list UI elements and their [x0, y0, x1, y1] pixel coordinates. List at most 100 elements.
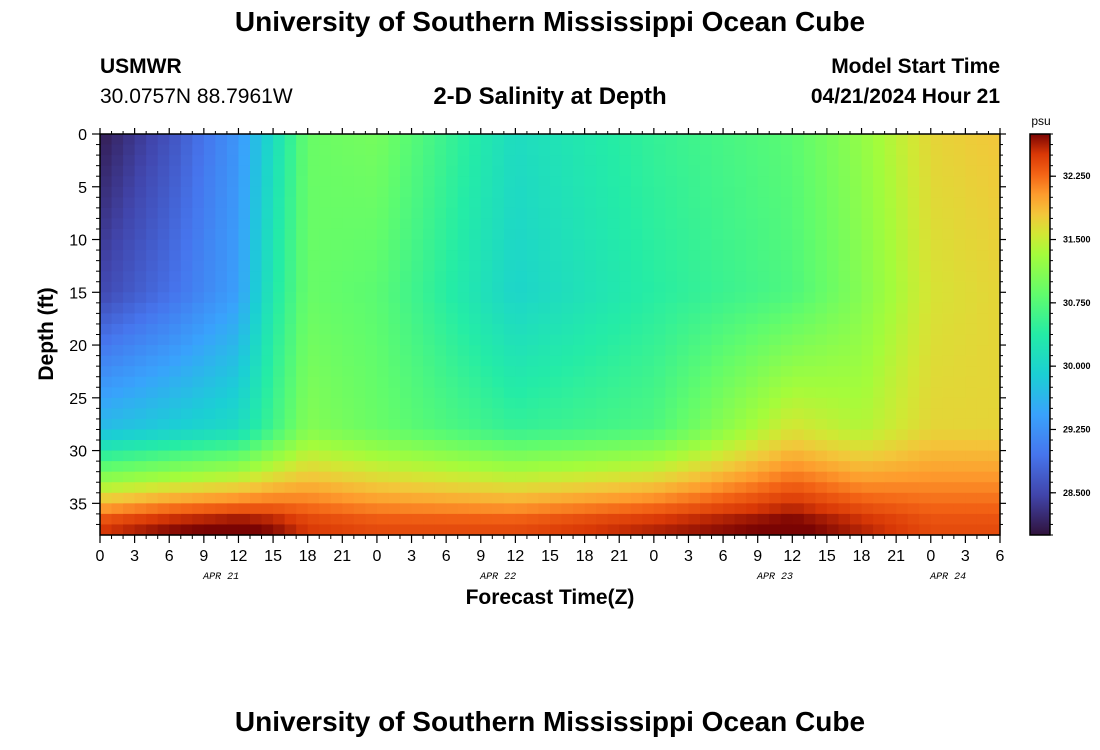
heatmap-cell [342, 345, 355, 357]
heatmap-cell [584, 482, 597, 494]
heatmap-cell [226, 323, 240, 336]
heatmap-cell [953, 376, 966, 388]
heatmap-cell [123, 387, 136, 399]
heatmap-cell [376, 186, 390, 198]
heatmap-cell [976, 144, 990, 156]
heatmap-cell [688, 292, 701, 304]
heatmap-cell [515, 513, 528, 526]
heatmap-cell [780, 345, 793, 357]
heatmap-cell [134, 228, 147, 241]
heatmap-cell [769, 429, 782, 441]
heatmap-cell [388, 323, 401, 336]
heatmap-cell [907, 482, 920, 494]
heatmap-cell [342, 334, 355, 346]
heatmap-cell [757, 271, 770, 283]
heatmap-cell [723, 471, 736, 483]
heatmap-cell [526, 513, 540, 526]
heatmap-cell [169, 397, 182, 409]
heatmap-cell [400, 239, 413, 251]
heatmap-cell [723, 313, 736, 325]
heatmap-cell [203, 186, 216, 198]
heatmap-cell [284, 292, 297, 304]
heatmap-cell [769, 345, 782, 357]
heatmap-cell [769, 376, 782, 388]
heatmap-cell [988, 471, 1001, 483]
heatmap-cell [169, 450, 182, 462]
heatmap-cell [550, 471, 563, 483]
heatmap-cell [457, 524, 470, 536]
heatmap-cell [850, 313, 863, 325]
heatmap-cell [815, 271, 828, 283]
heatmap-cell [919, 503, 932, 515]
heatmap-cell [365, 218, 378, 230]
heatmap-cell [734, 418, 747, 431]
x-tick-label: 15 [541, 548, 559, 565]
heatmap-cell [342, 281, 355, 293]
heatmap-cell [988, 366, 1001, 378]
heatmap-cell [803, 239, 816, 251]
heatmap-cell [342, 450, 355, 462]
heatmap-cell [215, 482, 228, 494]
heatmap-cell [861, 323, 874, 336]
heatmap-cell [169, 387, 182, 399]
heatmap-cell [353, 461, 366, 473]
heatmap-cell [930, 345, 943, 357]
heatmap-cell [711, 155, 724, 167]
heatmap-cell [700, 134, 713, 146]
heatmap-cell [723, 513, 736, 526]
heatmap-cell [838, 355, 851, 367]
heatmap-cell [676, 228, 690, 241]
heatmap-cell [676, 513, 690, 526]
heatmap-cell [700, 387, 713, 399]
heatmap-cell [215, 165, 228, 177]
heatmap-cell [526, 397, 540, 409]
heatmap-cell [769, 334, 782, 346]
heatmap-cell [319, 165, 332, 177]
heatmap-cell [480, 176, 493, 188]
heatmap-cell [273, 440, 286, 452]
heatmap-cell [307, 197, 320, 209]
heatmap-cell [526, 524, 540, 536]
heatmap-cell [457, 323, 470, 336]
heatmap-cell [492, 524, 505, 536]
heatmap-cell [434, 207, 447, 220]
heatmap-cell [953, 429, 966, 441]
heatmap-cell [469, 239, 482, 251]
heatmap-cell [734, 165, 747, 177]
heatmap-cell [538, 408, 551, 420]
heatmap-cell [630, 429, 643, 441]
heatmap-cell [965, 461, 978, 473]
heatmap-cell [388, 471, 401, 483]
heatmap-cell [353, 292, 366, 304]
heatmap-cell [734, 429, 747, 441]
heatmap-cell [480, 513, 493, 526]
heatmap-cell [250, 228, 263, 241]
heatmap-cell [965, 471, 978, 483]
heatmap-cell [111, 260, 124, 272]
heatmap-cell [250, 482, 263, 494]
heatmap-cell [215, 461, 228, 473]
heatmap-cell [423, 408, 436, 420]
heatmap-cell [146, 271, 159, 283]
heatmap-cell [653, 176, 666, 188]
heatmap-cell [665, 260, 678, 272]
heatmap-cell [930, 313, 943, 325]
heatmap-cell [526, 471, 540, 483]
heatmap-cell [434, 450, 447, 462]
heatmap-cell [653, 207, 666, 220]
heatmap-cell [976, 250, 990, 262]
heatmap-cell [319, 345, 332, 357]
heatmap-cell [769, 218, 782, 230]
heatmap-cell [619, 292, 632, 304]
heatmap-cell [203, 197, 216, 209]
heatmap-cell [388, 461, 401, 473]
heatmap-cell [965, 197, 978, 209]
heatmap-cell [584, 429, 597, 441]
heatmap-cell [376, 387, 390, 399]
heatmap-cell [930, 144, 943, 156]
heatmap-cell [792, 513, 805, 526]
heatmap-cell [296, 492, 309, 504]
heatmap-cell [215, 397, 228, 409]
heatmap-cell [192, 323, 205, 336]
heatmap-cell [319, 471, 332, 483]
